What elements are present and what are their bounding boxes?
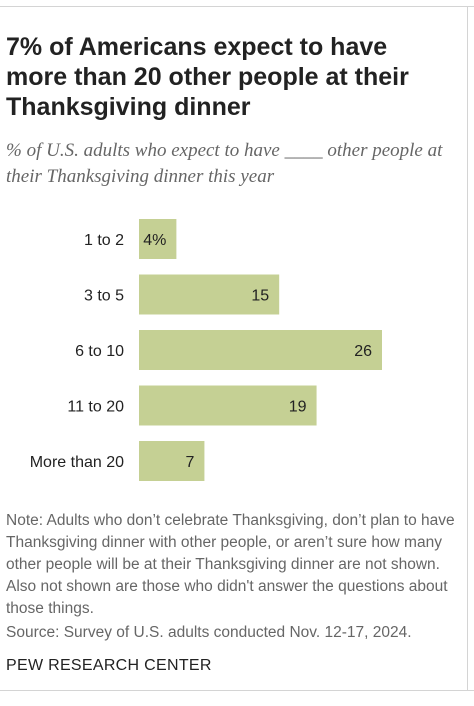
chart-source: Source: Survey of U.S. adults conducted … bbox=[6, 624, 412, 641]
top-border bbox=[0, 6, 474, 7]
category-label: 1 to 2 bbox=[84, 232, 124, 249]
chart-subtitle: % of U.S. adults who expect to have ____… bbox=[6, 140, 443, 187]
bar bbox=[139, 385, 317, 426]
bar bbox=[139, 274, 280, 315]
bar bbox=[139, 330, 382, 370]
value-label: 26 bbox=[354, 343, 372, 360]
chart-title: 7% of Americans expect to have more than… bbox=[6, 33, 409, 121]
bar bbox=[139, 219, 177, 259]
value-label: 7 bbox=[186, 454, 195, 471]
value-label: 19 bbox=[289, 399, 307, 416]
category-label: 11 to 20 bbox=[67, 399, 124, 416]
category-label: 3 to 5 bbox=[84, 288, 124, 305]
bar bbox=[139, 441, 205, 481]
value-label: 15 bbox=[251, 288, 269, 305]
brand-name: PEW RESEARCH CENTER bbox=[6, 657, 212, 674]
chart-note: Note: Adults who don’t celebrate Thanksg… bbox=[6, 512, 455, 617]
right-border bbox=[467, 6, 468, 690]
category-label: 6 to 10 bbox=[75, 343, 124, 360]
bar-chart: 1 to 2 4% 3 to 5 15 6 to 10 26 11 to 20 19 More … bbox=[30, 219, 382, 481]
value-label: 4% bbox=[143, 232, 166, 249]
category-label: More than 20 bbox=[30, 454, 124, 471]
bottom-border bbox=[0, 690, 474, 691]
bars-layer: 1 to 2 4% 3 to 5 15 6 to 10 26 11 to 20 19 More … bbox=[30, 219, 382, 481]
